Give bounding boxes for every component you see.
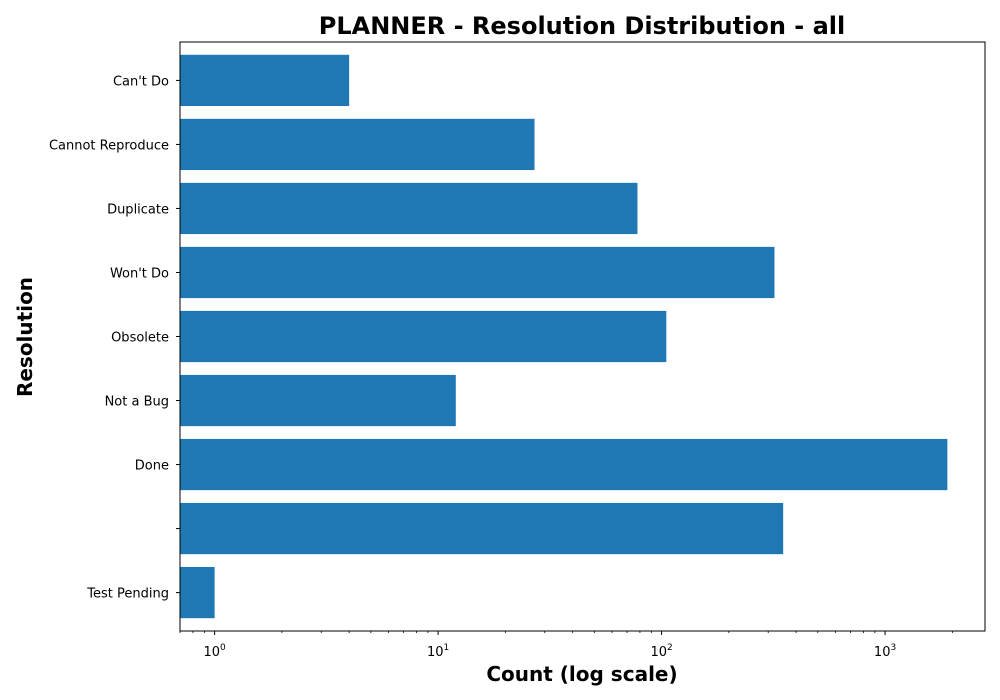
bar [180, 502, 784, 555]
y-tick-label: Cannot Reproduce [49, 138, 169, 153]
y-tick-label: Test Pending [86, 587, 169, 602]
x-tick-label: 102 [650, 643, 672, 660]
bar [180, 310, 667, 363]
y-axis-ticks: Can't Do Cannot Reproduce Duplicate Won't D… [49, 74, 180, 602]
bar [180, 566, 215, 619]
y-tick-label: Won't Do [110, 266, 169, 281]
bar [180, 118, 535, 171]
bar [180, 438, 948, 491]
x-tick-label: 101 [427, 643, 449, 660]
y-tick-label: Duplicate [107, 202, 169, 217]
bars-group [180, 54, 948, 619]
bar [180, 374, 456, 427]
y-tick-label: Not a Bug [105, 395, 169, 410]
x-tick-label: 100 [203, 643, 226, 660]
y-tick-label: Can't Do [113, 74, 169, 89]
y-axis-label: Resolution [13, 277, 37, 397]
x-axis-ticks: 100 101 102 103 [179, 631, 953, 660]
bar [180, 54, 350, 107]
y-tick-label: Done [135, 459, 169, 474]
x-tick-label: 103 [874, 643, 896, 660]
bar [180, 182, 638, 235]
y-tick-label: Obsolete [111, 331, 169, 346]
chart-title: PLANNER - Resolution Distribution - all [319, 12, 845, 40]
plot-frame [179, 41, 986, 632]
bar [180, 246, 775, 299]
x-axis-label: Count (log scale) [486, 662, 677, 686]
